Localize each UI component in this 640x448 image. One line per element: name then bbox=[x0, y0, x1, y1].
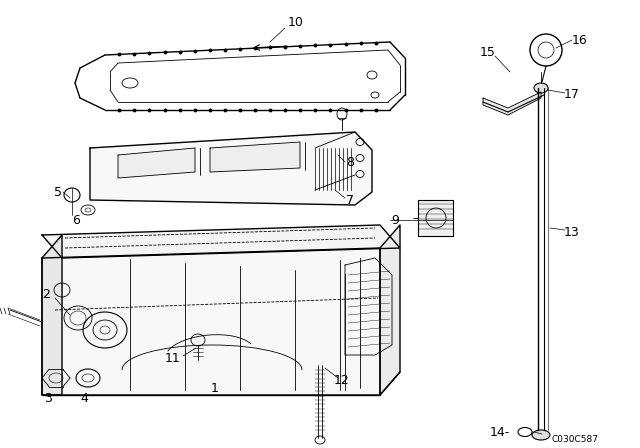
Text: 3: 3 bbox=[44, 392, 52, 405]
Text: 4: 4 bbox=[80, 392, 88, 405]
Polygon shape bbox=[90, 132, 372, 205]
Polygon shape bbox=[118, 148, 195, 178]
Ellipse shape bbox=[532, 430, 550, 440]
Text: 6: 6 bbox=[72, 214, 80, 227]
Polygon shape bbox=[380, 225, 400, 395]
Text: 8: 8 bbox=[346, 155, 354, 168]
Polygon shape bbox=[483, 92, 541, 115]
Text: 7: 7 bbox=[346, 194, 354, 207]
Text: 16: 16 bbox=[572, 34, 588, 47]
Ellipse shape bbox=[534, 83, 548, 93]
Text: C030C587: C030C587 bbox=[551, 435, 598, 444]
Text: 5: 5 bbox=[54, 185, 62, 198]
Text: 11: 11 bbox=[165, 352, 181, 365]
Text: 10: 10 bbox=[288, 16, 304, 29]
Polygon shape bbox=[42, 225, 400, 258]
Polygon shape bbox=[210, 142, 300, 172]
Text: 2: 2 bbox=[42, 289, 50, 302]
Polygon shape bbox=[418, 200, 453, 236]
Text: 14-: 14- bbox=[490, 426, 510, 439]
Text: 13: 13 bbox=[564, 225, 580, 238]
Text: 1: 1 bbox=[211, 382, 219, 395]
Text: 15: 15 bbox=[480, 46, 496, 59]
Text: 12: 12 bbox=[334, 374, 350, 387]
Polygon shape bbox=[42, 235, 62, 395]
Text: 9: 9 bbox=[391, 214, 399, 227]
Text: 17: 17 bbox=[564, 89, 580, 102]
Polygon shape bbox=[42, 248, 380, 395]
